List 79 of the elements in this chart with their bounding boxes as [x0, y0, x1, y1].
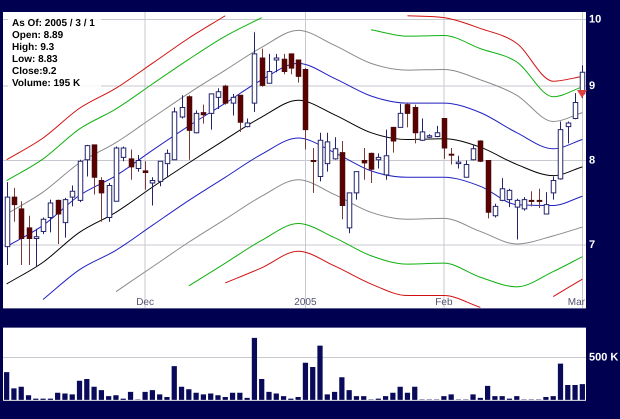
bar [84, 378, 90, 400]
bar [280, 396, 286, 400]
line-series [6, 100, 583, 284]
bar [11, 388, 17, 400]
bar [186, 389, 192, 400]
bar [157, 394, 162, 400]
bar [91, 386, 97, 400]
y-tick-label: 7 [589, 238, 596, 251]
bar [55, 392, 60, 400]
bar [150, 390, 156, 400]
bar [18, 386, 24, 400]
x-tick-label: 2005 [294, 297, 317, 308]
bar [317, 346, 323, 400]
bar [237, 392, 242, 400]
bar [412, 386, 418, 400]
bar [266, 392, 272, 400]
bar [558, 364, 564, 400]
bar [324, 394, 330, 400]
bar [302, 362, 308, 400]
bar [259, 378, 264, 400]
line-series [188, 223, 583, 288]
bar [70, 394, 75, 400]
bar [193, 392, 199, 400]
bar [142, 392, 148, 400]
bar [382, 396, 388, 400]
bar [572, 384, 578, 400]
bar [404, 392, 410, 400]
line-series [115, 179, 583, 292]
bar [361, 396, 366, 400]
bar [398, 386, 403, 400]
y-tick-label: 10 [589, 14, 602, 26]
bar [252, 338, 258, 400]
bar [4, 372, 10, 400]
bar [178, 386, 184, 400]
bar [310, 367, 316, 400]
bar [550, 396, 556, 400]
bar [274, 394, 279, 400]
y-tick-label: 8 [589, 154, 596, 167]
bar [339, 377, 344, 400]
bar [492, 396, 498, 400]
bar [296, 396, 301, 400]
bar [26, 395, 32, 400]
bar [543, 396, 549, 400]
x-tick-label: Dec [136, 297, 154, 308]
bar [172, 366, 177, 400]
bar [98, 390, 104, 400]
bar [580, 384, 585, 400]
bar [346, 390, 352, 400]
x-tick-label: Mar [568, 297, 586, 308]
bar [200, 394, 206, 400]
bar [354, 396, 360, 400]
bar [113, 395, 119, 400]
y-tick-label: 500 K [589, 352, 618, 364]
bar [230, 392, 236, 400]
annotation: As Of: 2005 / 3 / 1 [12, 18, 95, 30]
y-tick-label: 9 [589, 80, 596, 92]
annotation: Volume: 195 K [12, 78, 82, 90]
bar [62, 394, 68, 400]
bar [500, 396, 505, 400]
bar [222, 396, 228, 400]
x-tick-label: Feb [435, 297, 453, 308]
bar [565, 384, 570, 400]
bar [390, 392, 396, 400]
bar [441, 396, 447, 400]
bar [215, 395, 221, 400]
bar [484, 386, 490, 400]
annotation: High: 9.3 [12, 42, 56, 54]
bar [76, 380, 82, 400]
bar [106, 396, 112, 400]
bar [164, 396, 170, 400]
bar [128, 392, 134, 400]
bar [448, 394, 454, 400]
annotation: Open: 8.89 [12, 30, 64, 42]
bar [470, 394, 476, 400]
annotation: Close:9.2 [12, 66, 58, 78]
bar [332, 392, 338, 400]
annotation: Low: 8.83 [12, 54, 59, 66]
bar [208, 394, 214, 400]
bar [514, 396, 520, 400]
